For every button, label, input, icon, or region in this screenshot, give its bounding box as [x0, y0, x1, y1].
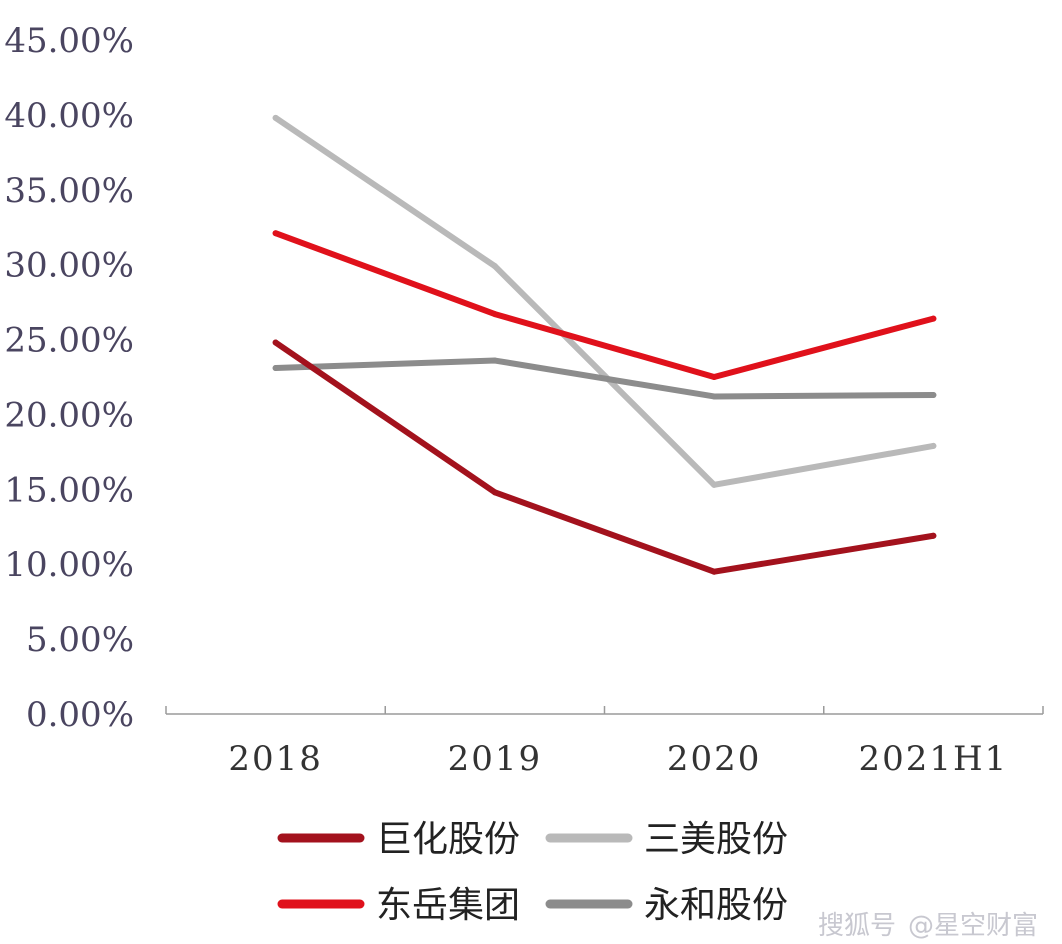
data-point	[272, 230, 279, 237]
x-tick-label: 2018	[228, 739, 323, 779]
data-point	[711, 568, 718, 575]
y-tick-label: 15.00%	[4, 470, 134, 510]
x-tick-label: 2019	[448, 739, 543, 779]
series-line	[272, 114, 937, 488]
y-tick-label: 20.00%	[4, 395, 134, 435]
y-tick-label: 0.00%	[26, 695, 134, 735]
data-point	[930, 532, 937, 539]
series-lines	[272, 114, 937, 575]
x-tick-label: 2021H1	[858, 739, 1008, 779]
data-point	[272, 339, 279, 346]
x-tick-label: 2020	[667, 739, 762, 779]
watermark: 搜狐号 @星空财富	[818, 911, 1038, 941]
data-point	[711, 374, 718, 380]
data-point	[711, 393, 718, 400]
y-tick-label: 25.00%	[4, 321, 134, 361]
y-tick-label: 10.00%	[4, 545, 134, 585]
watermark-right: @星空财富	[908, 911, 1038, 941]
y-tick-label: 45.00%	[4, 21, 134, 61]
legend-label: 东岳集团	[376, 885, 520, 926]
watermark-left: 搜狐号	[818, 911, 896, 941]
legend-label: 巨化股份	[376, 819, 520, 860]
data-point	[930, 315, 937, 322]
x-axis: 2018 2019 2020 2021H1	[165, 706, 1044, 779]
data-point	[930, 391, 937, 398]
legend-label: 永和股份	[644, 885, 788, 926]
data-point	[711, 481, 718, 488]
data-point	[272, 114, 279, 121]
y-tick-label: 35.00%	[4, 171, 134, 211]
y-tick-label: 5.00%	[26, 620, 134, 660]
legend-label: 三美股份	[644, 819, 788, 860]
y-axis: 0.00% 5.00% 10.00% 15.00% 20.00% 25.00% 30.00%…	[4, 21, 134, 735]
data-point	[491, 311, 498, 318]
series-line	[272, 357, 937, 400]
y-tick-label: 40.00%	[4, 96, 134, 136]
data-point	[491, 489, 498, 496]
series-line	[272, 230, 937, 380]
series-line	[272, 339, 937, 575]
data-point	[272, 365, 279, 372]
data-point	[491, 357, 498, 364]
data-point	[491, 263, 498, 270]
y-tick-label: 30.00%	[4, 246, 134, 286]
data-point	[930, 442, 937, 449]
